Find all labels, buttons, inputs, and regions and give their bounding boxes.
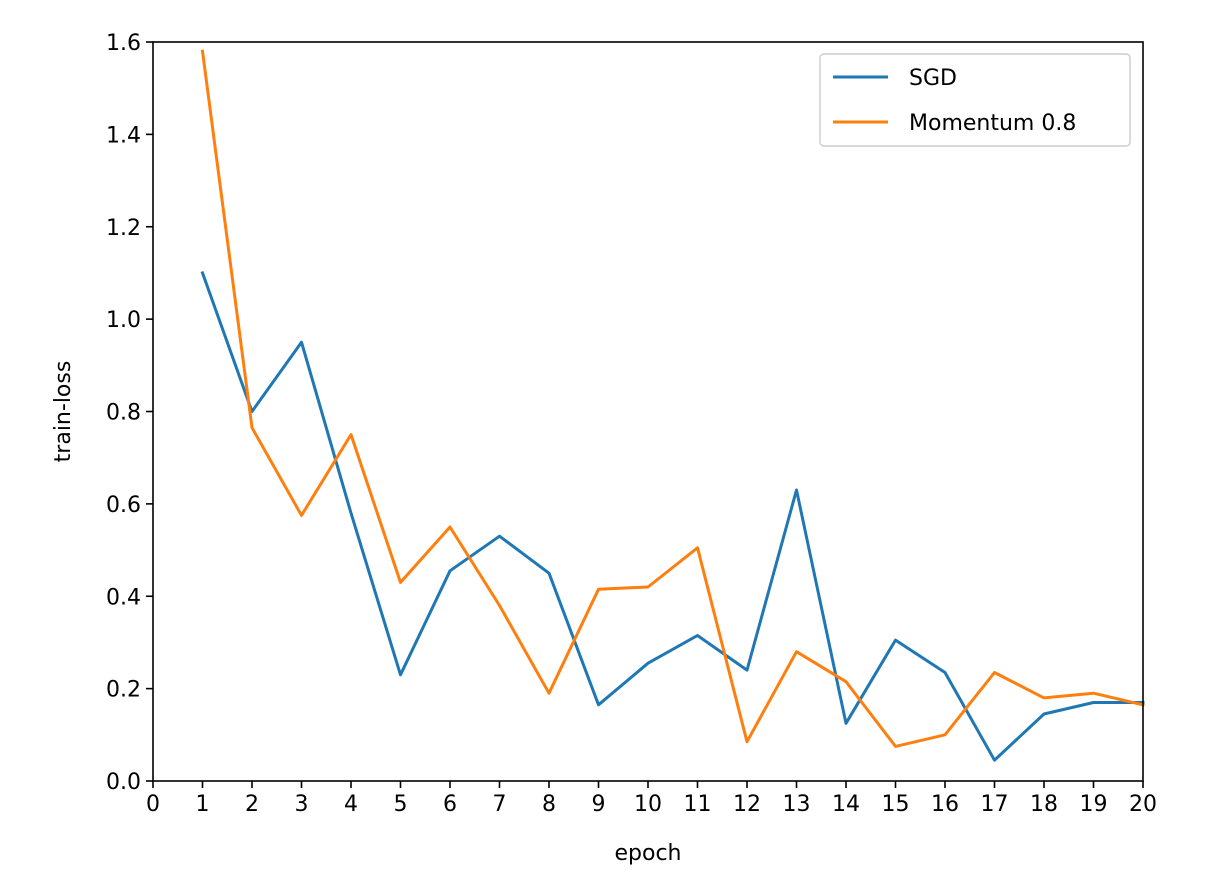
- x-tick-label: 10: [634, 792, 662, 817]
- x-tick-label: 5: [394, 792, 408, 817]
- x-tick-label: 8: [542, 792, 556, 817]
- x-tick-label: 15: [882, 792, 910, 817]
- x-tick-label: 11: [684, 792, 712, 817]
- series-line-1: [200, 49, 1145, 748]
- series-layer: [200, 49, 1145, 762]
- x-tick-label: 20: [1129, 792, 1157, 817]
- x-tick-label: 6: [443, 792, 457, 817]
- x-tick-label: 13: [783, 792, 811, 817]
- y-axis-ticks: 0.0 0.2 0.4 0.6 0.8 1.0 1.2 1.4 1.6: [106, 31, 153, 795]
- x-tick-label: 14: [832, 792, 860, 817]
- x-tick-label: 19: [1080, 792, 1108, 817]
- y-tick-label: 1.4: [106, 123, 141, 148]
- x-tick-label: 4: [344, 792, 358, 817]
- x-tick-label: 3: [295, 792, 309, 817]
- y-tick-label: 0.8: [106, 401, 141, 426]
- y-tick-label: 0.0: [106, 770, 141, 795]
- y-tick-label: 0.6: [106, 493, 141, 518]
- x-tick-label: 17: [981, 792, 1009, 817]
- y-tick-label: 0.2: [106, 678, 141, 703]
- y-tick-label: 1.6: [106, 31, 141, 56]
- x-tick-label: 7: [493, 792, 507, 817]
- y-tick-label: 1.2: [106, 216, 141, 241]
- x-tick-label: 12: [733, 792, 761, 817]
- x-tick-label: 0: [146, 792, 160, 817]
- legend: SGD Momentum 0.8: [819, 53, 1131, 147]
- x-tick-label: 2: [245, 792, 259, 817]
- legend-label-1: Momentum 0.8: [909, 111, 1076, 136]
- series-line-0: [200, 270, 1145, 762]
- x-axis-label: epoch: [615, 841, 682, 866]
- legend-box: [819, 53, 1131, 147]
- x-tick-label: 18: [1030, 792, 1058, 817]
- x-tick-label: 9: [592, 792, 606, 817]
- y-tick-label: 1.0: [106, 308, 141, 333]
- x-tick-label: 16: [931, 792, 959, 817]
- y-tick-label: 0.4: [106, 585, 141, 610]
- x-axis-ticks: 0 1 2 3 4 5 6 7 8 9 10 11 12 13 14 15 16 17 18 19 20: [146, 781, 1157, 817]
- legend-label-0: SGD: [909, 66, 957, 91]
- x-tick-label: 1: [196, 792, 210, 817]
- legend-items: SGD Momentum 0.8: [833, 66, 1076, 136]
- y-axis-label: train-loss: [51, 361, 76, 463]
